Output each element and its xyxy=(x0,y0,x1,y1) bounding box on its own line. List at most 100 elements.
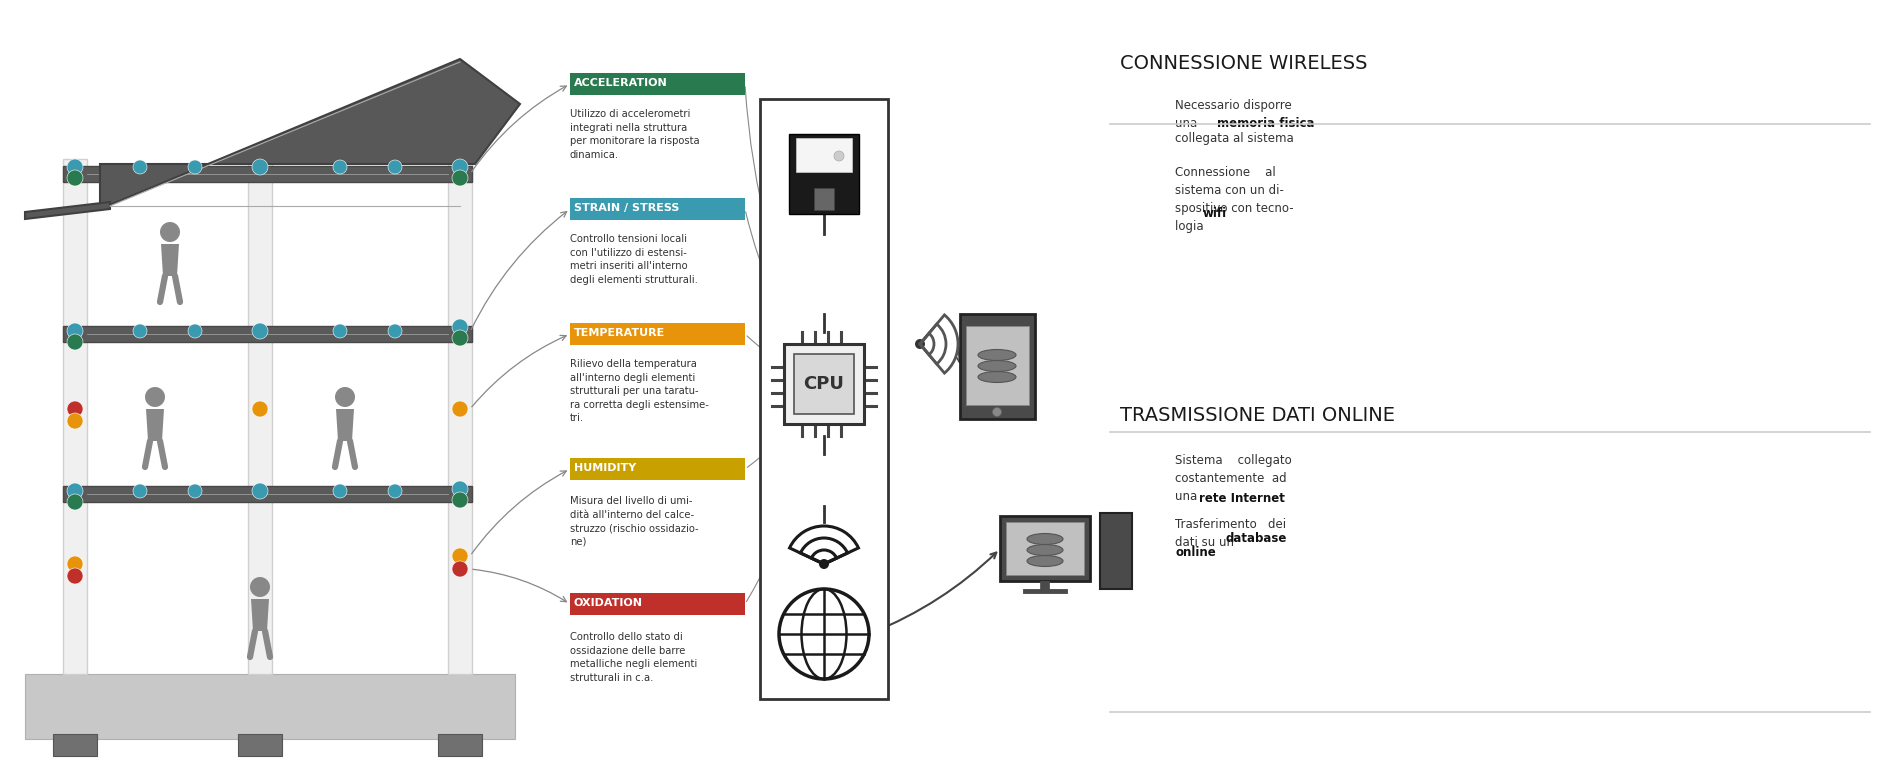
Bar xyxy=(795,138,852,172)
Polygon shape xyxy=(100,59,519,209)
Text: CPU: CPU xyxy=(803,375,844,393)
Bar xyxy=(53,734,96,756)
Text: ACCELERATION: ACCELERATION xyxy=(574,78,667,88)
Ellipse shape xyxy=(977,350,1016,361)
Circle shape xyxy=(249,577,270,597)
Bar xyxy=(62,166,472,182)
Bar xyxy=(448,159,472,674)
Circle shape xyxy=(187,484,202,498)
Text: Necessario disporre
una: Necessario disporre una xyxy=(1175,99,1290,130)
Text: Sistema    collegato
costantemente  ad
una: Sistema collegato costantemente ad una xyxy=(1175,454,1290,503)
Circle shape xyxy=(451,330,468,346)
Circle shape xyxy=(451,401,468,417)
Circle shape xyxy=(66,170,83,186)
Ellipse shape xyxy=(977,361,1016,372)
Text: Utilizzo di accelerometri
integrati nella struttura
per monitorare la risposta
d: Utilizzo di accelerometri integrati nell… xyxy=(570,109,699,159)
Circle shape xyxy=(451,159,468,175)
Circle shape xyxy=(451,170,468,186)
Ellipse shape xyxy=(977,372,1016,382)
Bar xyxy=(788,134,858,214)
Circle shape xyxy=(66,323,83,339)
Circle shape xyxy=(451,548,468,564)
Circle shape xyxy=(992,407,1001,416)
Polygon shape xyxy=(25,202,110,219)
Bar xyxy=(25,674,514,739)
Circle shape xyxy=(251,159,268,175)
Circle shape xyxy=(387,160,402,174)
Bar xyxy=(784,344,863,424)
Bar xyxy=(438,734,482,756)
Circle shape xyxy=(187,324,202,338)
Text: OXIDATION: OXIDATION xyxy=(574,598,642,608)
Circle shape xyxy=(451,481,468,497)
Ellipse shape xyxy=(1026,544,1062,556)
Circle shape xyxy=(66,413,83,429)
Bar xyxy=(570,458,744,480)
Bar xyxy=(960,314,1035,419)
Bar xyxy=(793,354,854,414)
Bar xyxy=(1005,522,1084,575)
Bar xyxy=(814,188,833,210)
Text: CONNESSIONE WIRELESS: CONNESSIONE WIRELESS xyxy=(1120,54,1368,73)
Circle shape xyxy=(332,324,348,338)
Circle shape xyxy=(914,339,924,349)
Circle shape xyxy=(251,323,268,339)
Bar xyxy=(62,486,472,502)
Polygon shape xyxy=(336,409,353,441)
Circle shape xyxy=(833,151,844,161)
Text: online: online xyxy=(1175,546,1215,559)
Text: Rilievo della temperatura
all'interno degli elementi
strutturali per una taratu-: Rilievo della temperatura all'interno de… xyxy=(570,359,708,423)
Circle shape xyxy=(187,160,202,174)
Text: STRAIN / STRESS: STRAIN / STRESS xyxy=(574,203,678,213)
Text: HUMIDITY: HUMIDITY xyxy=(574,463,637,473)
Circle shape xyxy=(387,484,402,498)
Text: memoria fisica: memoria fisica xyxy=(1217,117,1315,130)
Text: rete Internet: rete Internet xyxy=(1198,492,1285,505)
Bar xyxy=(238,734,281,756)
Circle shape xyxy=(387,324,402,338)
Bar xyxy=(759,99,888,699)
Circle shape xyxy=(132,324,147,338)
Polygon shape xyxy=(251,599,268,631)
Bar xyxy=(999,516,1090,581)
Bar xyxy=(965,326,1028,405)
Circle shape xyxy=(332,484,348,498)
Circle shape xyxy=(161,222,179,242)
Circle shape xyxy=(66,334,83,350)
Polygon shape xyxy=(161,244,179,276)
Circle shape xyxy=(66,494,83,510)
Bar xyxy=(570,73,744,95)
Circle shape xyxy=(451,492,468,508)
Bar xyxy=(62,326,472,342)
Bar xyxy=(570,323,744,345)
Text: TRASMISSIONE DATI ONLINE: TRASMISSIONE DATI ONLINE xyxy=(1120,406,1394,425)
Text: Trasferimento   dei
dati su un: Trasferimento dei dati su un xyxy=(1175,518,1285,549)
Text: Misura del livello di umi-
dità all'interno del calce-
struzzo (rischio ossidazi: Misura del livello di umi- dità all'inte… xyxy=(570,496,699,546)
Circle shape xyxy=(451,561,468,577)
Text: wifi: wifi xyxy=(1203,207,1226,220)
Circle shape xyxy=(334,387,355,407)
Polygon shape xyxy=(145,409,164,441)
Circle shape xyxy=(66,401,83,417)
Text: Connessione    al
sistema con un di-
spositivo con tecno-
logia: Connessione al sistema con un di- sposit… xyxy=(1175,166,1292,233)
Bar xyxy=(62,159,87,674)
Circle shape xyxy=(818,559,829,569)
Text: TEMPERATURE: TEMPERATURE xyxy=(574,328,665,338)
Text: Controllo dello stato di
ossidazione delle barre
metalliche negli elementi
strut: Controllo dello stato di ossidazione del… xyxy=(570,632,697,683)
Circle shape xyxy=(66,483,83,499)
Circle shape xyxy=(145,387,164,407)
Circle shape xyxy=(251,401,268,417)
Circle shape xyxy=(66,159,83,175)
Circle shape xyxy=(332,160,348,174)
Text: collegata al sistema: collegata al sistema xyxy=(1175,132,1294,145)
Text: Controllo tensioni locali
con l'utilizzo di estensi-
metri inseriti all'interno
: Controllo tensioni locali con l'utilizzo… xyxy=(570,234,697,285)
Circle shape xyxy=(132,484,147,498)
Ellipse shape xyxy=(1026,533,1062,544)
Ellipse shape xyxy=(1026,556,1062,567)
Bar xyxy=(570,593,744,615)
Circle shape xyxy=(451,319,468,335)
Circle shape xyxy=(66,556,83,572)
Bar xyxy=(247,159,272,674)
Circle shape xyxy=(66,568,83,584)
Circle shape xyxy=(132,160,147,174)
